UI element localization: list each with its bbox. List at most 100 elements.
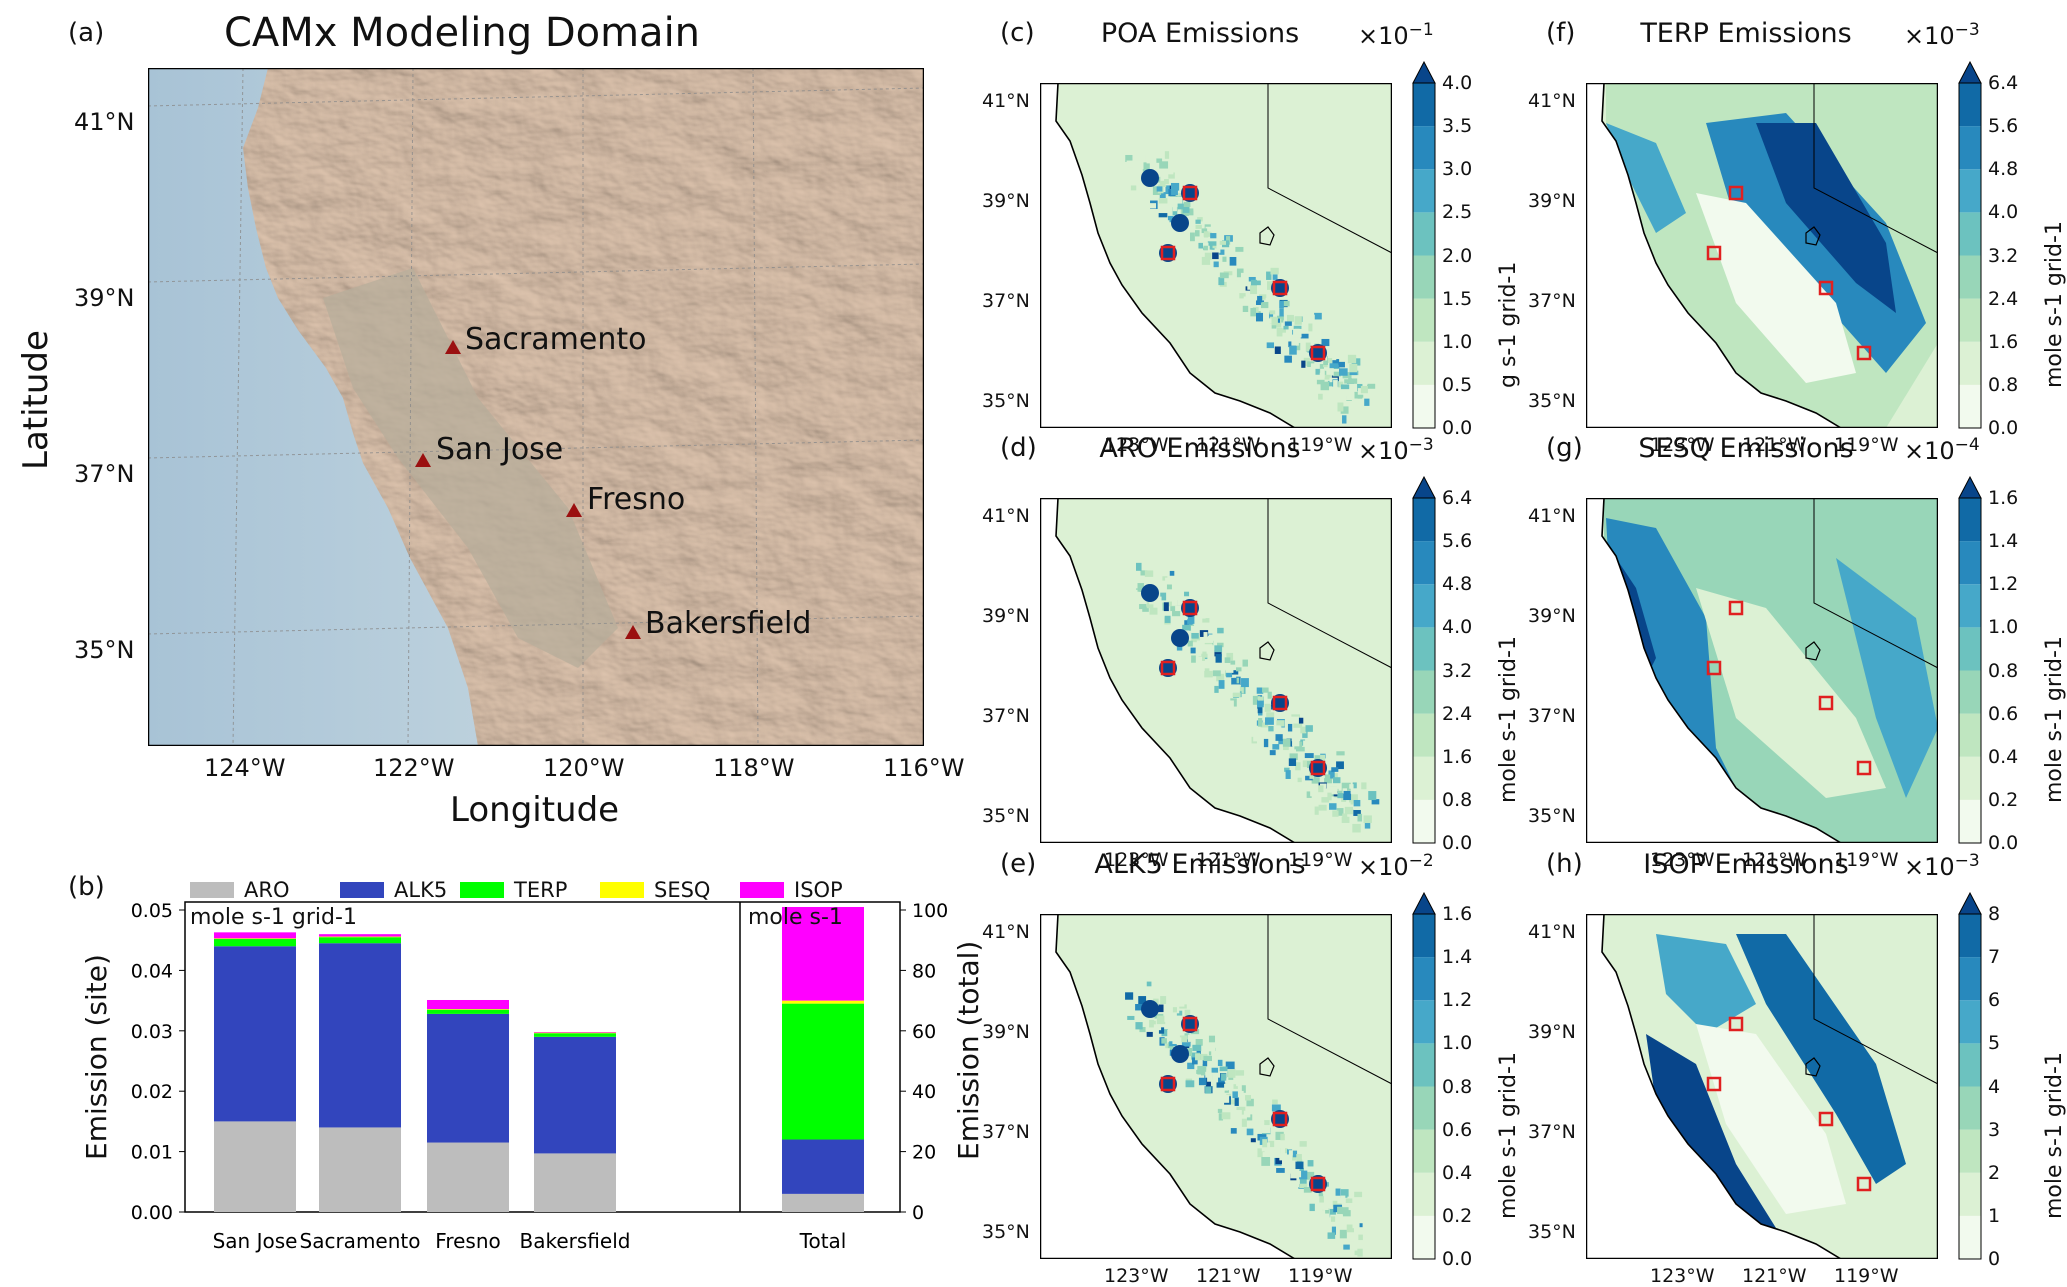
city-markers (415, 340, 641, 639)
unit-total: mole s-1 (748, 905, 843, 930)
colorbar (1958, 476, 1982, 844)
bar-segment (534, 1032, 616, 1034)
colorbar-tick: 2.5 (1442, 201, 1473, 224)
colorbar-tick: 5.6 (1988, 115, 2019, 138)
site-marker (1182, 1016, 1198, 1032)
map-panel-label: (e) (1000, 849, 1037, 879)
map-lon-tick: 119°W (1834, 434, 1899, 456)
lat-tick: 35°N (74, 636, 135, 664)
colorbar-tick: 3.2 (1988, 244, 2019, 267)
colorbar (1412, 476, 1436, 844)
x-tick-label: Bakersfield (520, 1229, 631, 1253)
colorbar-tick: 0.6 (1988, 702, 2019, 725)
colorbar-tick: 0.0 (1988, 832, 2019, 854)
colorbar-multiplier: ×10−3 (1904, 851, 1980, 881)
colorbar-tick: 1.6 (1442, 903, 1473, 925)
map-lon-tick: 121°W (1742, 849, 1807, 871)
colorbar-unit: mole s-1 grid-1 (2042, 1052, 2067, 1219)
lon-tick: 116°W (883, 754, 965, 782)
colorbar-tick: 7 (1988, 946, 2001, 969)
colorbar-tick: 1.0 (1988, 616, 2019, 639)
bar-segment (214, 938, 296, 947)
bar-segment (534, 1036, 616, 1154)
map-panel-title: SESQ Emissions (1638, 433, 1854, 464)
legend-swatch (340, 882, 384, 898)
colorbar-tick: 0.2 (1442, 1204, 1473, 1227)
y-tick-right: 40 (912, 1081, 936, 1103)
map-lon-tick: 123°W (1104, 849, 1169, 871)
map-lat-tick: 41°N (1528, 921, 1576, 943)
panel-a-xlabel: Longitude (450, 790, 620, 830)
map-lat-tick: 37°N (1528, 705, 1576, 727)
colorbar-tick: 4.8 (1442, 573, 1473, 596)
colorbar-tick: 0.0 (1988, 417, 2019, 439)
site-marker (1818, 695, 1834, 711)
colorbar-tick: 1.5 (1442, 287, 1473, 310)
emission-map (1586, 83, 1938, 428)
map-lat-tick: 39°N (1528, 1021, 1576, 1043)
bar-segment (214, 1121, 296, 1212)
emission-map (1586, 498, 1938, 843)
bar-segment (214, 946, 296, 1122)
colorbar-tick: 0.0 (1442, 417, 1473, 439)
bar-segment (534, 1033, 616, 1037)
map-panel-title: ALK5 Emissions (1094, 849, 1306, 880)
y-tick-left: 0.00 (131, 1202, 173, 1224)
legend-item: ARO (190, 878, 290, 902)
site-marker (1728, 1016, 1744, 1032)
legend-label: SESQ (654, 878, 711, 902)
map-lon-tick: 123°W (1650, 849, 1715, 871)
colorbar-unit: mole s-1 grid-1 (1496, 636, 1521, 803)
bar-segment (214, 938, 296, 939)
site-marker (1182, 185, 1198, 201)
colorbar-tick: 3.5 (1442, 115, 1473, 138)
map-lat-tick: 41°N (982, 90, 1030, 112)
map-lat-tick: 35°N (982, 1221, 1030, 1243)
site-marker (1856, 760, 1872, 776)
panel-a-title: CAMx Modeling Domain (223, 10, 701, 56)
colorbar-unit: mole s-1 grid-1 (2042, 636, 2067, 803)
y-tick-right: 0 (912, 1202, 924, 1224)
terrain-map (148, 68, 924, 746)
colorbar (1412, 61, 1436, 429)
colorbar-tick: 1.0 (1442, 1032, 1473, 1055)
legend-label: ISOP (794, 878, 843, 902)
map-lat-tick: 37°N (982, 705, 1030, 727)
map-lon-tick: 119°W (1834, 849, 1899, 871)
site-marker (1728, 185, 1744, 201)
bar-segment (534, 1032, 616, 1033)
city-marker-san-jose (415, 453, 431, 467)
map-panel-label: (h) (1546, 849, 1583, 879)
colorbar-unit: mole s-1 grid-1 (2042, 221, 2067, 388)
site-marker (1310, 760, 1326, 776)
emission-map (1040, 498, 1392, 843)
y-tick-right: 20 (912, 1142, 936, 1164)
map-lat-tick: 39°N (982, 605, 1030, 627)
colorbar-tick: 0.8 (1442, 788, 1473, 811)
legend-item: ALK5 (340, 878, 447, 902)
map-lat-tick: 37°N (982, 290, 1030, 312)
lon-tick: 122°W (373, 754, 455, 782)
colorbar-tick: 2 (1988, 1161, 2001, 1184)
multiplier-exponent: −1 (1408, 20, 1434, 40)
colorbar-tick: 4 (1988, 1075, 2001, 1098)
map-lat-tick: 35°N (1528, 1221, 1576, 1243)
map-panel-title: POA Emissions (1100, 18, 1300, 49)
colorbar-tick: 4.0 (1442, 616, 1473, 639)
x-tick-label: Fresno (435, 1229, 500, 1253)
colorbar-tick: 3.0 (1442, 158, 1473, 181)
colorbar-tick: 4.0 (1442, 72, 1473, 94)
map-panel-title: TERP Emissions (1640, 18, 1852, 49)
colorbar-tick: 0.8 (1988, 659, 2019, 682)
colorbar-tick: 2.4 (1442, 702, 1473, 725)
y-tick-right: 60 (912, 1021, 936, 1043)
x-tick-label: Total (799, 1229, 847, 1253)
bar-ylabel-right: Emission (total) (952, 940, 985, 1160)
colorbar-tick: 3.2 (1442, 659, 1473, 682)
multiplier-exponent: −3 (1954, 851, 1980, 871)
legend-swatch (600, 882, 644, 898)
colorbar-tick: 5.6 (1442, 530, 1473, 553)
bar-segment (427, 1009, 509, 1010)
map-lon-tick: 121°W (1196, 434, 1261, 456)
